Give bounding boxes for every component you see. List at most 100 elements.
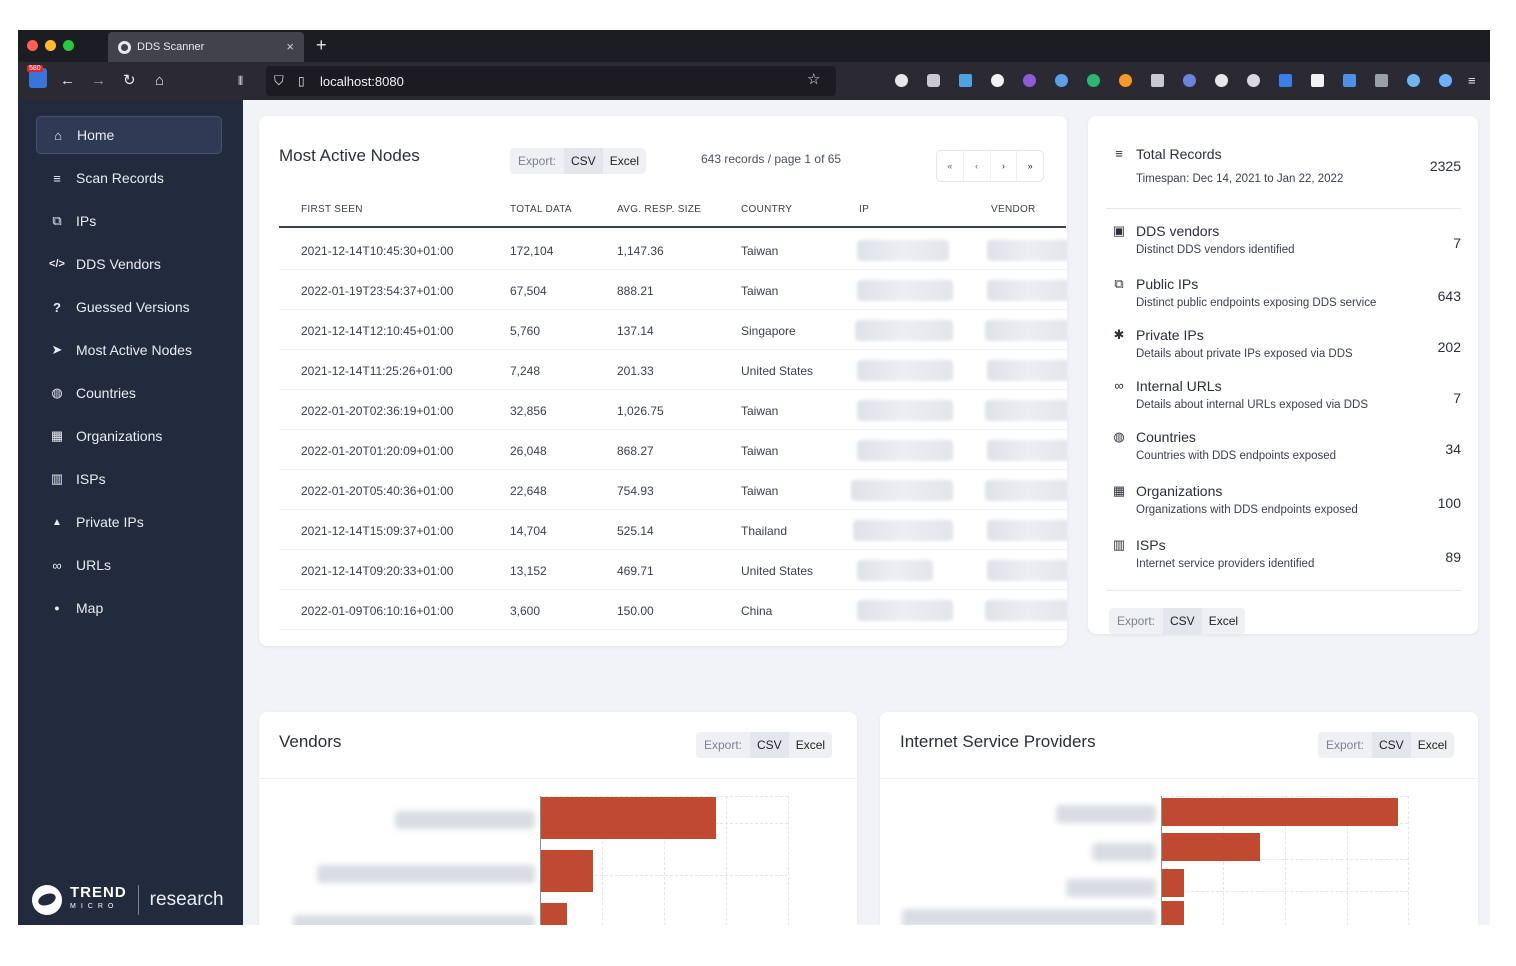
shield-icon[interactable]: ⛉: [274, 73, 284, 88]
sidebar-item-organizations[interactable]: ▦ Organizations: [36, 417, 222, 455]
chart-bar[interactable]: [1162, 869, 1184, 897]
close-window-button[interactable]: [27, 40, 38, 51]
maximize-window-button[interactable]: [63, 40, 74, 51]
close-tab-icon[interactable]: ×: [286, 39, 294, 54]
reload-icon[interactable]: ↻: [123, 72, 136, 89]
sidebar-item-guessed-versions[interactable]: ? Guessed Versions: [36, 288, 222, 326]
stat-internal-urls[interactable]: ∞ Internal URLs Details about internal U…: [1106, 378, 1461, 418]
next-page-button[interactable]: ›: [991, 151, 1018, 181]
table-row[interactable]: 2021-12-14T11:25:26+01:00 7,248 201.33 U…: [279, 350, 1067, 390]
column-header[interactable]: TOTAL DATA: [510, 204, 572, 215]
extension-icon[interactable]: [1119, 74, 1132, 87]
sidebar-item-most-active-nodes[interactable]: ➤ Most Active Nodes: [36, 331, 222, 369]
extension-icon[interactable]: [991, 74, 1004, 87]
extension-icon[interactable]: [1375, 74, 1388, 87]
download-icon[interactable]: [959, 74, 972, 87]
last-page-button[interactable]: »: [1027, 161, 1033, 171]
extension-icon[interactable]: [1215, 74, 1228, 87]
library-icon[interactable]: ⫴: [238, 74, 244, 88]
export-csv-button[interactable]: CSV: [1372, 732, 1411, 758]
sidebar-item-ips[interactable]: ⧉ IPs: [36, 202, 222, 240]
new-tab-button[interactable]: +: [316, 35, 327, 55]
extension-icon[interactable]: [1311, 74, 1324, 87]
stat-total-records[interactable]: ≡ Total Records Timespan: Dec 14, 2021 t…: [1106, 146, 1461, 194]
stat-title: Public IPs: [1136, 276, 1199, 292]
cell-total-data: 7,248: [510, 364, 541, 378]
sidebar-item-urls[interactable]: ∞ URLs: [36, 546, 222, 584]
extension-icon[interactable]: [1151, 74, 1164, 87]
prev-page-button[interactable]: ‹: [964, 151, 991, 181]
column-header[interactable]: VENDOR: [991, 204, 1036, 215]
redacted-vendor: [987, 360, 1067, 381]
export-csv-button[interactable]: CSV: [750, 732, 789, 758]
forward-icon[interactable]: →: [91, 72, 106, 89]
home-icon[interactable]: ⌂: [155, 72, 165, 89]
export-excel-button[interactable]: Excel: [609, 154, 640, 168]
stat-desc: Details about private IPs exposed via DD…: [1136, 348, 1353, 360]
stat-public-ips[interactable]: ⧉ Public IPs Distinct public endpoints e…: [1106, 276, 1461, 316]
pocket-icon[interactable]: [927, 74, 940, 87]
url-bar[interactable]: ⛉ ▯ localhost:8080 ☆: [266, 66, 836, 96]
extension-badge[interactable]: 580: [27, 65, 47, 88]
cell-first-seen: 2022-01-19T23:54:37+01:00: [301, 284, 454, 298]
column-header[interactable]: COUNTRY: [741, 204, 793, 215]
chart-bar[interactable]: [1162, 833, 1260, 861]
stat-value: 7: [1453, 235, 1461, 251]
sidebar-item-scan-records[interactable]: ≡ Scan Records: [36, 159, 222, 197]
extension-icon[interactable]: [1279, 74, 1292, 87]
url-text[interactable]: localhost:8080: [320, 74, 404, 89]
export-csv-button[interactable]: CSV: [1163, 608, 1202, 634]
chart-bar[interactable]: [1162, 798, 1398, 826]
chart-bar[interactable]: [1162, 901, 1184, 925]
chart-bar[interactable]: [541, 903, 567, 925]
extension-icon[interactable]: [895, 74, 908, 87]
export-excel-button[interactable]: Excel: [1417, 738, 1448, 752]
chart-bar[interactable]: [541, 797, 716, 839]
sidebar-item-isps[interactable]: ▥ ISPs: [36, 460, 222, 498]
extension-icon[interactable]: [1439, 74, 1452, 87]
export-excel-button[interactable]: Excel: [795, 738, 826, 752]
sidebar-item-home[interactable]: ⌂ Home: [36, 116, 222, 154]
column-header[interactable]: IP: [859, 204, 870, 215]
sidebar-item-countries[interactable]: ◍ Countries: [36, 374, 222, 412]
sidebar-item-private-ips[interactable]: ▲ Private IPs: [36, 503, 222, 541]
bookmark-star-icon[interactable]: ☆: [807, 71, 821, 88]
redacted-vendor: [985, 600, 1067, 621]
column-header[interactable]: AVG. RESP. SIZE: [617, 204, 702, 215]
table-row[interactable]: 2022-01-20T05:40:36+01:00 22,648 754.93 …: [279, 470, 1067, 510]
minimize-window-button[interactable]: [45, 40, 56, 51]
table-row[interactable]: 2021-12-14T15:09:37+01:00 14,704 525.14 …: [279, 510, 1067, 550]
extension-icon[interactable]: [1343, 74, 1356, 87]
records-info: 643 records / page 1 of 65: [701, 152, 842, 166]
extension-icon[interactable]: [1183, 74, 1196, 87]
export-csv-button[interactable]: CSV: [564, 148, 603, 174]
stat-isps[interactable]: ▥ ISPs Internet service providers identi…: [1106, 537, 1461, 577]
extension-icon[interactable]: [1407, 74, 1420, 87]
extension-icon[interactable]: [1087, 74, 1100, 87]
sidebar-item-dds-vendors[interactable]: </> DDS Vendors: [36, 245, 222, 283]
browser-tab[interactable]: DDS Scanner ×: [108, 32, 304, 62]
table-row[interactable]: 2022-01-20T02:36:19+01:00 32,856 1,026.7…: [279, 390, 1067, 430]
first-page-button[interactable]: «: [937, 151, 964, 181]
stat-desc: Details about internal URLs exposed via …: [1136, 399, 1369, 411]
column-header[interactable]: FIRST SEEN: [301, 204, 363, 215]
main-content: Most Active Nodes Export: CSV Excel 643 …: [243, 100, 1490, 925]
stat-private-ips[interactable]: ✱ Private IPs Details about private IPs …: [1106, 327, 1461, 367]
stat-organizations[interactable]: ▦ Organizations Organizations with DDS e…: [1106, 483, 1461, 523]
export-excel-button[interactable]: Excel: [1208, 614, 1239, 628]
sidebar-item-map[interactable]: ● Map: [36, 589, 222, 627]
extension-icon[interactable]: [1247, 74, 1260, 87]
menu-icon[interactable]: ≡: [1468, 73, 1476, 88]
extension-icon[interactable]: [1055, 74, 1068, 87]
stat-dds-vendors[interactable]: ▣ DDS vendors Distinct DDS vendors ident…: [1106, 223, 1461, 263]
table-row[interactable]: 2021-12-14T12:10:45+01:00 5,760 137.14 S…: [279, 310, 1067, 350]
back-icon[interactable]: ←: [60, 72, 75, 89]
extension-icon[interactable]: [1023, 74, 1036, 87]
table-row[interactable]: 2022-01-19T23:54:37+01:00 67,504 888.21 …: [279, 270, 1067, 310]
table-row[interactable]: 2022-01-20T01:20:09+01:00 26,048 868.27 …: [279, 430, 1067, 470]
table-row[interactable]: 2021-12-14T09:20:33+01:00 13,152 469.71 …: [279, 550, 1067, 590]
table-row[interactable]: 2021-12-14T10:45:30+01:00 172,104 1,147.…: [279, 230, 1067, 270]
table-row[interactable]: 2022-01-09T06:10:16+01:00 3,600 150.00 C…: [279, 590, 1067, 630]
stat-countries[interactable]: ◍ Countries Countries with DDS endpoints…: [1106, 429, 1461, 469]
chart-bar[interactable]: [541, 850, 593, 892]
